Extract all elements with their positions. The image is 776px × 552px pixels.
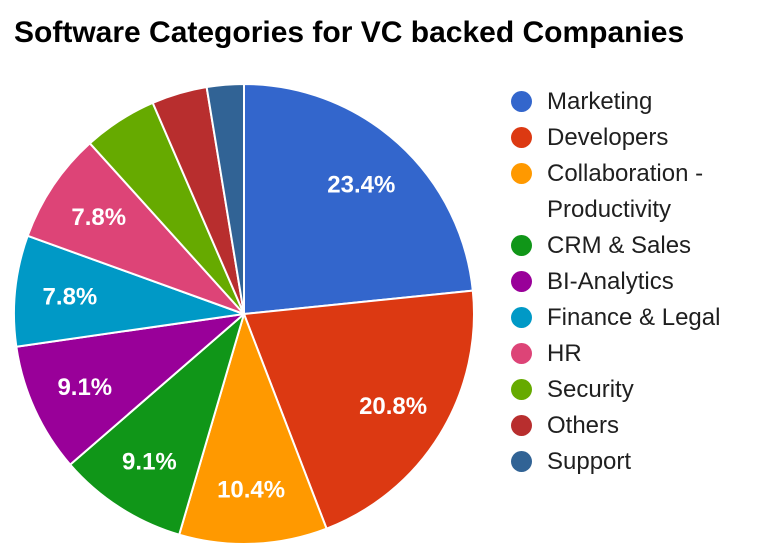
pie-slice-finance-legal[interactable] [13,234,245,348]
pie-slice-hr[interactable] [26,142,245,315]
legend-item-collaboration-productivity[interactable]: Collaboration - Productivity [511,156,769,228]
legend-swatch-icon [511,343,532,364]
pie-slice-label-hr: 7.8% [71,204,126,231]
pie-slice-crm-sales[interactable] [69,313,245,536]
legend: Marketing Developers Collaboration - Produ… [511,84,769,480]
legend-item-bi-analytics[interactable]: BI-Analytics [511,264,769,300]
legend-label: Collaboration - Productivity [547,160,704,223]
legend-item-developers[interactable]: Developers [511,120,769,156]
legend-label: HR [547,340,582,367]
pie-slice-label-marketing: 23.4% [327,172,395,199]
legend-label: Finance & Legal [547,304,721,331]
legend-swatch-icon [511,307,532,328]
legend-item-finance-legal[interactable]: Finance & Legal [511,300,769,336]
legend-label: BI-Analytics [547,268,674,295]
pie-slice-developers[interactable] [243,289,475,530]
pie-slice-marketing[interactable] [243,83,474,315]
legend-swatch-icon [511,451,532,472]
legend-label: Security [547,376,634,403]
pie-slice-collaboration-productivity[interactable] [178,313,328,545]
pie-slice-label-developers: 20.8% [359,393,427,420]
legend-swatch-icon [511,271,532,292]
legend-item-hr[interactable]: HR [511,336,769,372]
legend-swatch-icon [511,235,532,256]
legend-swatch-icon [511,127,532,148]
legend-swatch-icon [511,163,532,184]
legend-item-security[interactable]: Security [511,372,769,408]
legend-item-others[interactable]: Others [511,408,769,444]
legend-label: Developers [547,124,669,151]
pie-slice-label-finance-legal: 7.8% [43,284,98,311]
legend-item-support[interactable]: Support [511,444,769,480]
legend-item-crm-sales[interactable]: CRM & Sales [511,228,769,264]
chart-title: Software Categories for VC backed Compan… [14,16,685,49]
legend-label: Others [547,412,620,439]
legend-item-marketing[interactable]: Marketing [511,84,769,120]
pie-slice-bi-analytics[interactable] [15,313,245,466]
legend-swatch-icon [511,91,532,112]
legend-label: Marketing [547,88,653,115]
pie-slice-label-collaboration-productivity: 10.4% [217,476,285,503]
legend-label: Support [547,448,632,475]
pie-slice-label-crm-sales: 9.1% [122,449,177,476]
legend-label: CRM & Sales [547,232,692,259]
pie-slice-support[interactable] [205,83,245,315]
legend-swatch-icon [511,379,532,400]
legend-swatch-icon [511,415,532,436]
pie-slice-label-bi-analytics: 9.1% [57,374,112,401]
